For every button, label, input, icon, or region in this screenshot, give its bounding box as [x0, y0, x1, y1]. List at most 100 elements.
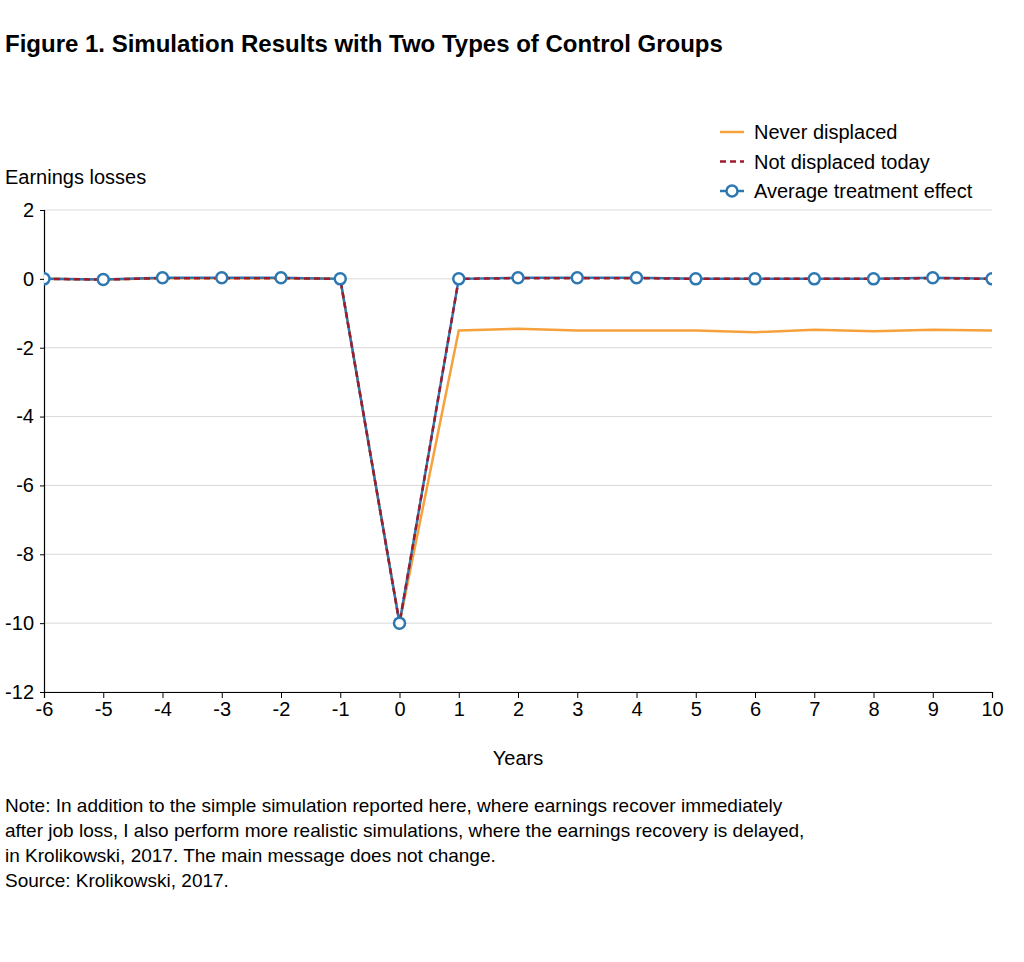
x-tick-label: 3	[572, 698, 583, 720]
grid-line	[44, 347, 992, 348]
x-tick-label: 10	[981, 698, 1003, 720]
x-tick: 5	[691, 692, 702, 720]
chart: Figure 1. Simulation Results with Two Ty…	[0, 0, 1024, 962]
y-tick: 0	[23, 268, 44, 290]
y-tick: -4	[16, 405, 44, 427]
y-axis-line	[40, 211, 45, 693]
x-tick-label: 2	[513, 698, 524, 720]
y-tick: -6	[16, 474, 44, 496]
x-tick-label: 9	[928, 698, 939, 720]
x-tick-label: -2	[273, 698, 291, 720]
x-tick-mark	[400, 692, 401, 698]
x-tick-label: -6	[36, 698, 54, 720]
legend-label: Not displaced today	[754, 151, 930, 173]
series-marker	[750, 273, 761, 284]
marks	[44, 272, 992, 628]
title: Figure 1. Simulation Results with Two Ty…	[5, 30, 723, 57]
y-tick: -10	[5, 612, 44, 634]
y-tick-label: 0	[23, 268, 34, 290]
legend-swatch-marker	[727, 186, 738, 197]
x-tick: -2	[273, 692, 291, 720]
y-axis: -12-10-8-6-4-202	[5, 199, 44, 703]
y-tick: 2	[23, 199, 44, 221]
legend-label: Never displaced	[754, 121, 897, 143]
y-tick-label: -10	[5, 612, 34, 634]
x-tick-label: -1	[332, 698, 350, 720]
y-tick-mark	[40, 692, 44, 693]
x-tick: 7	[809, 692, 820, 720]
x-tick-label: 0	[394, 698, 405, 720]
y-tick-label: -8	[16, 543, 34, 565]
grid-line	[44, 623, 992, 624]
y-tick-mark	[40, 348, 44, 349]
notes: Note: In addition to the simple simulati…	[5, 795, 804, 891]
series-line	[44, 278, 992, 623]
y-axis-title: Earnings losses	[5, 166, 146, 188]
series-marker	[394, 618, 405, 629]
note: Source: Krolikowski, 2017.	[5, 870, 229, 891]
x-tick: -4	[154, 692, 172, 720]
note: after job loss, I also perform more real…	[5, 820, 804, 841]
series-marker	[453, 273, 464, 284]
series-marker	[809, 273, 820, 284]
x-tick: -1	[332, 692, 350, 720]
x-tick-label: -5	[95, 698, 113, 720]
x-tick: 3	[572, 692, 583, 720]
legend: Never displaced Not displaced today Averag…	[720, 121, 973, 202]
x-tick-label: -3	[213, 698, 231, 720]
x-tick-mark	[222, 692, 223, 698]
y-tick-label: -6	[16, 474, 34, 496]
x-tick-mark	[281, 692, 282, 698]
x-tick-mark	[340, 692, 341, 698]
x-tick-label: 5	[691, 698, 702, 720]
series-marker	[572, 272, 583, 283]
x-tick-mark	[814, 692, 815, 698]
y-tick-mark	[40, 554, 44, 555]
series-marker	[690, 273, 701, 284]
note: in Krolikowski, 2017. The main message d…	[5, 845, 496, 866]
y-tick-mark	[40, 417, 44, 418]
x-tick: 2	[513, 692, 524, 720]
series-marker	[98, 274, 109, 285]
x-tick-mark	[103, 692, 104, 698]
series-marker	[513, 272, 524, 283]
series-line	[44, 278, 992, 623]
x-tick-mark	[992, 692, 993, 698]
x-tick: -3	[213, 692, 231, 720]
x-tick: 10	[981, 692, 1003, 720]
x-tick-mark	[755, 692, 756, 698]
series-marker	[157, 272, 168, 283]
grid-line	[44, 416, 992, 417]
x-tick-mark	[459, 692, 460, 698]
x-axis: -6-5-4-3-2-1012345678910	[36, 692, 1004, 720]
x-tick-mark	[874, 692, 875, 698]
series-marker	[927, 272, 938, 283]
x-tick-label: 7	[809, 698, 820, 720]
y-tick-mark	[40, 210, 44, 211]
y-tick-label: -2	[16, 337, 34, 359]
y-tick: -8	[16, 543, 44, 565]
grid	[44, 210, 992, 692]
x-tick: 4	[631, 692, 642, 720]
legend-label: Average treatment effect	[754, 180, 973, 202]
x-axis-line	[45, 693, 993, 699]
legend-swatch	[720, 160, 744, 163]
grid-line	[44, 210, 992, 211]
x-tick-label: 8	[868, 698, 879, 720]
grid-line	[44, 485, 992, 486]
y-tick: -2	[16, 337, 44, 359]
series-marker	[631, 272, 642, 283]
x-tick: -5	[95, 692, 113, 720]
series-marker	[44, 273, 50, 284]
x-tick-label: -4	[154, 698, 172, 720]
series-marker	[987, 273, 993, 284]
y-tick-label: -4	[16, 405, 34, 427]
series-line	[44, 278, 992, 623]
x-tick: 1	[454, 692, 465, 720]
y-tick-mark	[40, 623, 44, 624]
x-tick: 8	[868, 692, 879, 720]
series-marker	[868, 273, 879, 284]
series-marker	[276, 272, 287, 283]
x-tick-mark	[163, 692, 164, 698]
y-tick-mark	[40, 485, 44, 486]
